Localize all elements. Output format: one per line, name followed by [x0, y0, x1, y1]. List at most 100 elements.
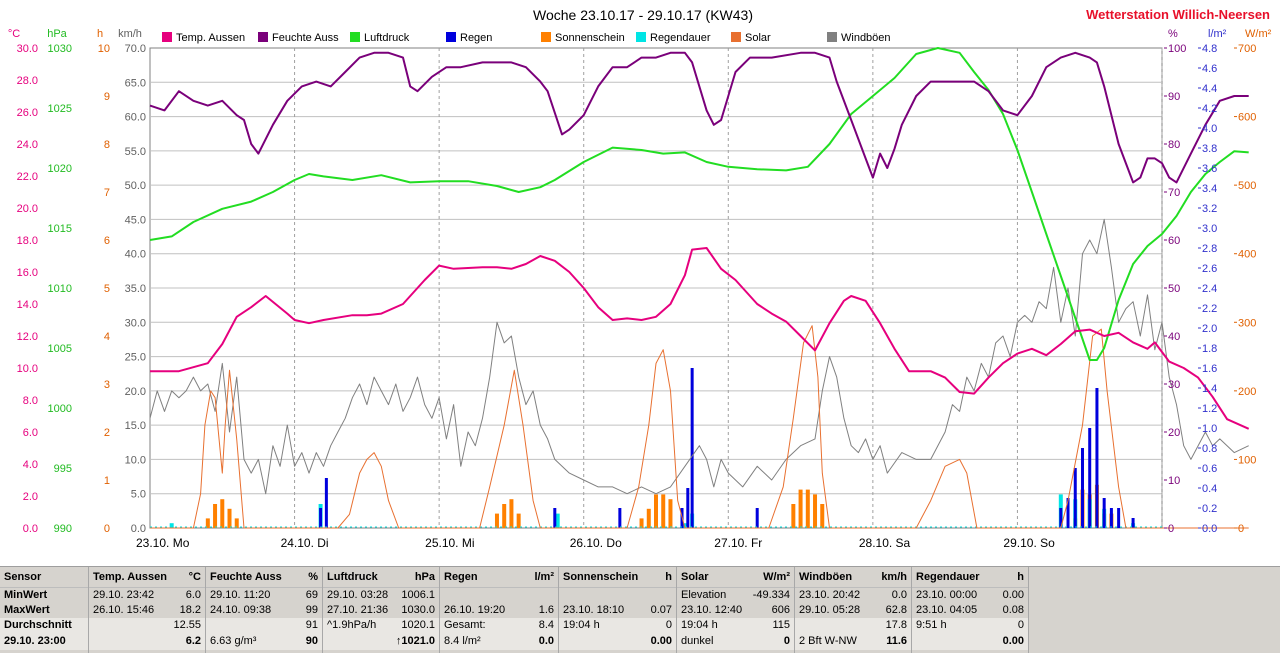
sunshine-bar	[661, 494, 666, 528]
wind-tick-label: 25.0	[125, 352, 146, 364]
stats-wind-min-time: 23.10. 20:42	[799, 589, 861, 601]
rain-bar	[1095, 388, 1099, 528]
station-name: Wetterstation Willich-Neersen	[1086, 7, 1270, 22]
stats-solar-elevation-value: -49.334	[752, 589, 790, 601]
humidity-tick-label: 20	[1168, 427, 1180, 439]
stats-rain-unit: l/m²	[534, 571, 554, 583]
stats-temp-last-value: 6.2	[185, 635, 201, 647]
stats-pressure-avg-value: 1020.1	[401, 619, 435, 631]
rain-tick-label: 1.0	[1202, 423, 1217, 435]
stats-humidity-max-value: 99	[305, 604, 318, 616]
stats-sunshine-last-value: 0.00	[650, 635, 672, 647]
stats-rain-total-value: 8.4	[538, 619, 554, 631]
rain-bar	[1109, 508, 1113, 528]
humidity-tick-label: 40	[1168, 331, 1180, 343]
legend-swatch	[258, 32, 268, 42]
rain-tick-label: 3.2	[1202, 203, 1217, 215]
sunshine-bar	[234, 518, 239, 528]
temp-tick-label: 0.0	[23, 523, 38, 535]
stats-sensor-column: Sensor MinWert MaxWert Durchschnitt 29.1…	[0, 567, 89, 653]
temp-tick-label: 8.0	[23, 395, 38, 407]
stats-temp-max-value: 18.2	[179, 604, 201, 616]
rain-bar	[1080, 448, 1084, 528]
sunshine-tick-label: 9	[104, 91, 110, 103]
rain-tick-label: 3.0	[1202, 223, 1217, 235]
stats-sunshine-header: Sonnenschein	[563, 571, 639, 583]
rain-tick-label: 4.4	[1202, 83, 1217, 95]
stats-raindur-min-value: 0.00	[1002, 589, 1024, 601]
temp-tick-label: 12.0	[17, 331, 38, 343]
temp-tick-label: 10.0	[17, 363, 38, 375]
temp-unit-label: °C	[8, 28, 20, 40]
rain-bar	[553, 508, 557, 528]
stats-pressure-max-time: 27.10. 21:36	[327, 604, 389, 616]
stats-humidity-min-value: 69	[305, 589, 318, 601]
temp-aussen-line	[150, 247, 1250, 430]
sunshine-bar	[820, 504, 825, 528]
pressure-tick-label: 1000	[48, 403, 72, 415]
stats-raindur-column: Regendauer h 23.10. 00:00 0.00 23.10. 04:0…	[912, 567, 1029, 653]
sunshine-bar	[509, 499, 514, 528]
solar-tick-label: 300	[1238, 317, 1256, 329]
sunshine-tick-label: 7	[104, 187, 110, 199]
humidity-tick-label: 80	[1168, 139, 1180, 151]
rain-bar	[1073, 468, 1077, 528]
stats-humidity-column: Feuchte Auss% 29.10. 11:20 69 24.10. 09:3…	[206, 567, 323, 653]
rain-bar	[618, 508, 622, 528]
rain-bar	[324, 478, 328, 528]
pressure-tick-label: 1030	[48, 43, 72, 55]
x-axis-label: 28.10. Sa	[859, 536, 911, 550]
stats-rain-column: Regen l/m² 26.10. 19:20 1.6 Gesamt: 8.4 8.4…	[440, 567, 559, 653]
raindur-bar	[555, 513, 560, 528]
rain-tick-label: 1.8	[1202, 343, 1217, 355]
rain-tick-label: 2.2	[1202, 303, 1217, 315]
temp-tick-label: 2.0	[23, 491, 38, 503]
legend-swatch	[162, 32, 172, 42]
stats-last-time: 29.10. 23:00	[4, 635, 66, 647]
weather-chart: 23.10. Mo 24.10. Di 25.10. Mi 26.10. Do 27.1…	[8, 7, 1272, 550]
legend-swatch	[541, 32, 551, 42]
sunshine-bar	[502, 504, 507, 528]
stats-wind-unit: km/h	[881, 571, 907, 583]
stats-raindur-total: 9:51 h	[916, 619, 947, 631]
stats-wind-header: Windböen	[799, 571, 853, 583]
rain-unit-label: l/m²	[1208, 28, 1227, 40]
humidity-tick-label: 0	[1168, 523, 1174, 535]
humidity-tick-label: 70	[1168, 187, 1180, 199]
stats-raindur-unit: h	[1017, 571, 1024, 583]
stats-rain-last-value: 0.0	[538, 635, 554, 647]
solar-tick-label: 700	[1238, 43, 1256, 55]
sunshine-bar	[220, 499, 225, 528]
pressure-unit-label: hPa	[47, 28, 67, 40]
temp-tick-label: 26.0	[17, 107, 38, 119]
sunshine-bar	[668, 499, 673, 528]
sunshine-bar	[516, 513, 521, 528]
stats-humidity-last-value: 90	[305, 635, 318, 647]
wind-tick-label: 5.0	[131, 489, 146, 501]
temp-tick-label: 6.0	[23, 427, 38, 439]
stats-pressure-column: Luftdruck hPa 29.10. 03:28 1006.1 27.10. 2…	[323, 567, 440, 653]
stats-wind-max-value: 62.8	[885, 604, 907, 616]
pressure-tick-label: 990	[54, 523, 72, 535]
stats-solar-last-value: 0	[783, 635, 790, 647]
rain-tick-label: 2.8	[1202, 243, 1217, 255]
humidity-tick-label: 100	[1168, 43, 1186, 55]
sunshine-tick-label: 4	[104, 331, 110, 343]
rain-tick-label: 0.6	[1202, 463, 1217, 475]
stats-humidity-unit: %	[308, 571, 318, 583]
stats-max-label: MaxWert	[4, 604, 50, 616]
rain-tick-label: 2.6	[1202, 263, 1217, 275]
legend-swatch	[446, 32, 456, 42]
stats-wind-min-value: 0.0	[891, 589, 907, 601]
solar-unit-label: W/m²	[1245, 28, 1272, 40]
stats-temp-header: Temp. Aussen	[93, 571, 167, 583]
stats-solar-column: Solar W/m² Elevation -49.334 23.10. 12:40 6…	[677, 567, 795, 653]
rain-tick-label: 2.0	[1202, 323, 1217, 335]
wind-tick-label: 30.0	[125, 317, 146, 329]
solar-line	[150, 325, 1249, 529]
stats-wind-column: Windböen km/h 23.10. 20:42 0.0 29.10. 05:2…	[795, 567, 912, 653]
raindur-bar	[682, 523, 687, 528]
stats-pressure-trend: ^1.9hPa/h	[327, 619, 377, 631]
sunshine-tick-label: 6	[104, 235, 110, 247]
stats-raindur-last-value: 0.00	[1002, 635, 1024, 647]
